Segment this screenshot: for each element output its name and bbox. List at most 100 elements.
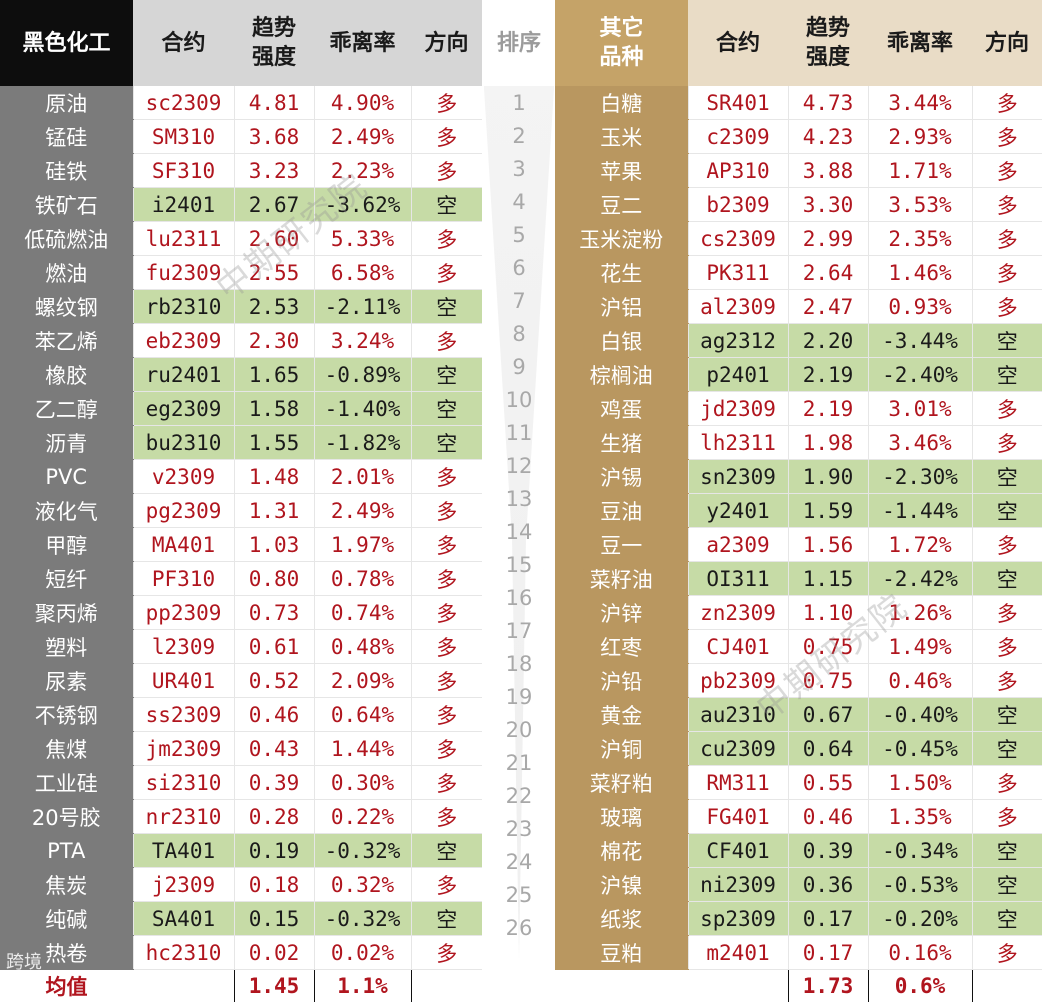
deviation-rate: -0.34% [868, 834, 972, 868]
contract-code: zn2309 [688, 596, 788, 630]
trend-strength: 2.99 [788, 222, 868, 256]
trend-strength: 0.18 [234, 868, 314, 902]
average-trend: 1.73 [788, 970, 868, 1002]
variety-name: 沪镍 [555, 868, 688, 902]
direction: 空 [972, 868, 1042, 902]
contract-code: m2401 [688, 936, 788, 970]
direction: 空 [411, 426, 482, 460]
deviation-rate: 0.93% [868, 290, 972, 324]
rank-row: 17 [484, 614, 554, 647]
variety-name: 棉花 [555, 834, 688, 868]
contract-code: jd2309 [688, 392, 788, 426]
variety-name: 液化气 [0, 494, 133, 528]
direction: 多 [411, 698, 482, 732]
direction: 多 [411, 256, 482, 290]
rank-row: 3 [484, 152, 554, 185]
right-direction-header: 方向 [972, 0, 1042, 86]
trend-strength: 0.80 [234, 562, 314, 596]
trend-strength: 2.47 [788, 290, 868, 324]
trend-strength: 0.36 [788, 868, 868, 902]
deviation-rate: 1.72% [868, 528, 972, 562]
variety-name: 聚丙烯 [0, 596, 133, 630]
deviation-rate: 1.97% [314, 528, 411, 562]
contract-code: eg2309 [133, 392, 234, 426]
contract-code: PF310 [133, 562, 234, 596]
trend-strength: 1.55 [234, 426, 314, 460]
rank-row: 20 [484, 713, 554, 746]
contract-code: au2310 [688, 698, 788, 732]
deviation-rate: -0.53% [868, 868, 972, 902]
rank-number: 22 [484, 779, 554, 812]
deviation-rate: -0.32% [314, 902, 411, 936]
deviation-rate: 4.90% [314, 86, 411, 120]
contract-code: ru2401 [133, 358, 234, 392]
rank-number: 4 [484, 185, 554, 218]
trend-strength: 2.20 [788, 324, 868, 358]
deviation-rate: -1.82% [314, 426, 411, 460]
rank-number: 2 [484, 119, 554, 152]
contract-code: CF401 [688, 834, 788, 868]
contract-code: ag2312 [688, 324, 788, 358]
contract-code: y2401 [688, 494, 788, 528]
direction: 空 [972, 698, 1042, 732]
direction: 多 [411, 154, 482, 188]
rank-number: 9 [484, 350, 554, 383]
contract-code: lh2311 [688, 426, 788, 460]
contract-code: SM310 [133, 120, 234, 154]
direction: 多 [411, 222, 482, 256]
direction: 多 [411, 460, 482, 494]
variety-name: 低硫燃油 [0, 222, 133, 256]
direction: 多 [411, 120, 482, 154]
direction: 多 [972, 188, 1042, 222]
variety-name: 塑料 [0, 630, 133, 664]
trend-strength: 0.43 [234, 732, 314, 766]
contract-code: eb2309 [133, 324, 234, 358]
variety-name: 苹果 [555, 154, 688, 188]
deviation-rate: -0.20% [868, 902, 972, 936]
deviation-rate: -0.45% [868, 732, 972, 766]
trend-strength: 4.81 [234, 86, 314, 120]
left-direction-header: 方向 [411, 0, 482, 86]
deviation-rate: 1.50% [868, 766, 972, 800]
rank-row: 10 [484, 383, 554, 416]
rank-row: 12 [484, 449, 554, 482]
deviation-rate: -3.62% [314, 188, 411, 222]
variety-name: 苯乙烯 [0, 324, 133, 358]
direction: 空 [972, 494, 1042, 528]
contract-code: sn2309 [688, 460, 788, 494]
trend-strength: 3.23 [234, 154, 314, 188]
direction: 多 [411, 596, 482, 630]
right-category-header: 其它 品种 [555, 0, 688, 86]
variety-name: 沪锡 [555, 460, 688, 494]
rank-row: 18 [484, 647, 554, 680]
rank-row: 23 [484, 812, 554, 845]
trend-strength: 0.15 [234, 902, 314, 936]
direction: 多 [411, 562, 482, 596]
right-deviation-header: 乖离率 [868, 0, 972, 86]
direction: 多 [972, 800, 1042, 834]
average-trend: 1.45 [234, 970, 314, 1002]
contract-code: UR401 [133, 664, 234, 698]
deviation-rate: 2.23% [314, 154, 411, 188]
direction: 多 [411, 766, 482, 800]
rank-number: 15 [484, 548, 554, 581]
deviation-rate: 3.24% [314, 324, 411, 358]
trend-strength: 0.67 [788, 698, 868, 732]
rank-row: 16 [484, 581, 554, 614]
rank-number: 6 [484, 251, 554, 284]
variety-name: 尿素 [0, 664, 133, 698]
